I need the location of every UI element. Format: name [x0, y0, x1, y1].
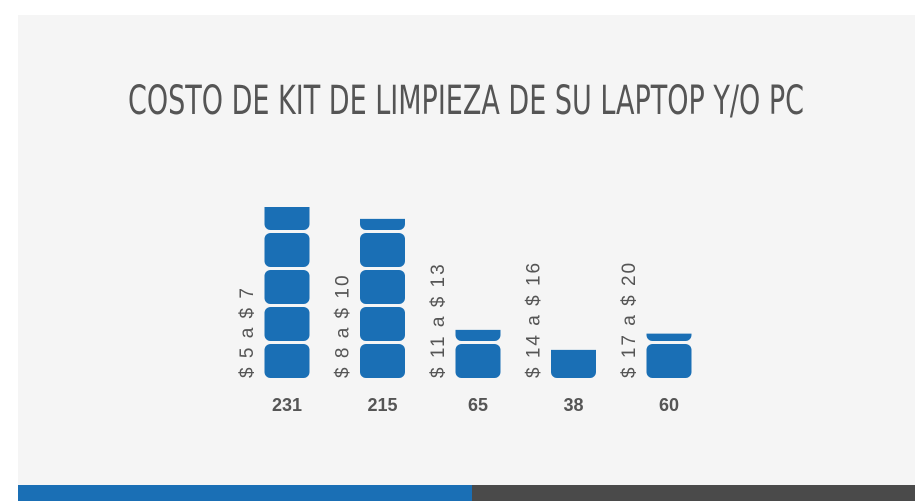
bar — [264, 207, 310, 378]
bar-block — [264, 233, 310, 267]
bar-block — [360, 344, 405, 378]
bar-block — [264, 307, 310, 341]
bar-block — [646, 344, 692, 378]
bar — [551, 349, 596, 378]
bar-block — [360, 307, 405, 341]
bar-block — [360, 233, 405, 267]
bar-block — [264, 270, 310, 304]
value-label: 215 — [367, 395, 397, 415]
bar-block — [646, 333, 692, 341]
bar-block — [360, 218, 405, 230]
chart-title: COSTO DE KIT DE LIMPIEZA DE SU LAPTOP Y/… — [128, 78, 804, 124]
panel — [18, 15, 915, 485]
bar — [455, 329, 501, 378]
bar-block — [455, 344, 501, 378]
category-label: $ 11 a $ 13 — [428, 262, 449, 378]
footer-blue — [18, 485, 472, 501]
bar — [360, 218, 405, 378]
value-label: 38 — [563, 395, 583, 415]
bar-block — [455, 329, 501, 341]
value-label: 60 — [659, 395, 679, 415]
bar-block — [264, 344, 310, 378]
category-label: $ 5 a $ 7 — [237, 286, 258, 378]
bar-block — [264, 207, 310, 230]
category-label: $ 8 a $ 10 — [333, 273, 354, 378]
value-label: 65 — [468, 395, 488, 415]
bar — [646, 333, 692, 378]
footer-gray — [472, 485, 915, 501]
category-label: $ 14 a $ 16 — [524, 261, 545, 378]
value-label: 231 — [272, 395, 302, 415]
bar-block — [360, 270, 405, 304]
bar-block — [551, 349, 596, 378]
category-label: $ 17 a $ 20 — [619, 261, 640, 378]
